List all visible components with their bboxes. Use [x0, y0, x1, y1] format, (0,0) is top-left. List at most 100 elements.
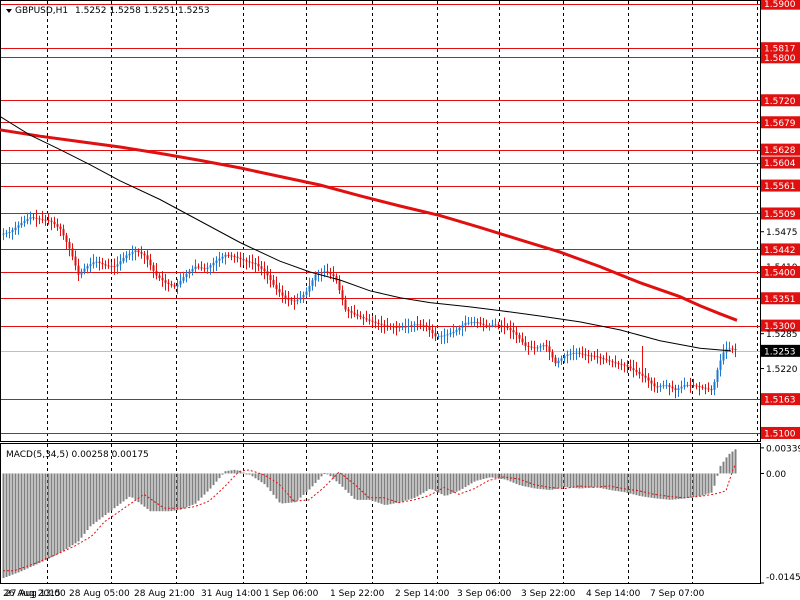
macd-bar — [263, 473, 266, 485]
candle-body — [173, 285, 176, 287]
macd-bar — [380, 473, 383, 504]
macd-bar — [323, 473, 326, 475]
candle-body — [644, 375, 647, 378]
candle-body — [281, 292, 284, 296]
macd-bar — [23, 473, 26, 570]
macd-bar — [623, 473, 626, 493]
macd-bar — [359, 473, 362, 500]
macd-bar — [251, 473, 254, 477]
macd-bar — [215, 473, 218, 482]
candle-body — [497, 324, 500, 326]
macd-axis: 0.00339 0.00 -0.0145 — [760, 444, 800, 584]
candle-body — [179, 280, 182, 285]
candle-body — [194, 266, 197, 270]
candle-body — [509, 328, 512, 331]
time-label: 2 Sep 14:00 — [395, 589, 450, 599]
macd-bar — [407, 473, 410, 500]
price-axis-label: 1.5400 — [764, 268, 796, 278]
candle-body — [611, 361, 614, 363]
candle-body — [299, 297, 302, 300]
candle-body — [461, 325, 464, 328]
time-label: 28 Aug 21:00 — [134, 589, 195, 599]
candle-body — [401, 326, 404, 328]
candle-body — [731, 348, 734, 350]
candle-body — [41, 219, 44, 221]
candle-body — [386, 325, 389, 327]
macd-signal-line — [3, 465, 736, 572]
macd-bar — [497, 473, 500, 479]
macd-bar — [119, 473, 122, 504]
candle-body — [32, 217, 35, 219]
price-axis-label: 1.5720 — [764, 97, 796, 107]
chevron-down-icon[interactable] — [6, 9, 12, 13]
macd-bar — [50, 473, 53, 558]
candle-body — [326, 271, 329, 273]
candle-body — [143, 253, 146, 256]
candle-body — [188, 271, 191, 274]
macd-bar — [74, 473, 77, 544]
macd-bar — [680, 473, 683, 499]
price-axis-label: 1.5561 — [764, 182, 796, 192]
macd-bar — [293, 473, 296, 503]
macd-bar — [233, 469, 236, 474]
macd-bar — [572, 473, 575, 488]
macd-bar — [230, 470, 233, 474]
macd-bar — [449, 473, 452, 495]
macd-bar — [653, 473, 656, 499]
candle-body — [293, 300, 296, 302]
candle-body — [485, 324, 488, 326]
candle-body — [719, 360, 722, 370]
candle-body — [140, 252, 143, 254]
current-price-label: 1.5253 — [764, 347, 796, 357]
candle-body — [449, 333, 452, 335]
level-badge — [761, 265, 800, 278]
macd-bar — [185, 473, 188, 508]
level-badge — [761, 319, 800, 332]
candle-body — [692, 385, 695, 387]
macd-bar — [677, 473, 680, 500]
time-label: 3 Sep 22:00 — [521, 589, 576, 599]
macd-bar — [377, 473, 380, 503]
macd-bar — [131, 473, 134, 498]
macd-bar — [665, 473, 668, 500]
price-axis-label: 1.5604 — [764, 159, 796, 169]
candle-body — [467, 322, 470, 324]
macd-bar — [311, 473, 314, 487]
macd-bar — [410, 473, 413, 499]
macd-bar — [188, 473, 191, 507]
candle-body — [578, 352, 581, 354]
time-label: 31 Aug 14:00 — [201, 589, 262, 599]
macd-bar — [290, 473, 293, 503]
candle-body — [158, 275, 161, 278]
macd-bar — [125, 473, 128, 500]
macd-bar — [347, 473, 350, 493]
macd-bar — [278, 473, 281, 503]
macd-bar — [32, 473, 35, 566]
candle-body — [305, 291, 308, 296]
candle-body — [59, 226, 62, 230]
candle-body — [638, 371, 641, 374]
macd-bar — [47, 473, 50, 559]
candle-body — [197, 266, 200, 268]
macd-bar — [554, 473, 557, 490]
macd-bar — [170, 473, 173, 512]
candle-body — [521, 338, 524, 343]
candle-body — [275, 284, 278, 290]
macd-bar — [671, 473, 674, 500]
macd-bar — [8, 473, 11, 576]
macd-bar — [413, 473, 416, 498]
candle-body — [524, 342, 527, 347]
macd-bar — [368, 473, 371, 500]
candle-body — [182, 277, 185, 281]
macd-bar — [722, 461, 725, 474]
macd-bar — [59, 473, 62, 553]
candle-body — [665, 385, 668, 387]
candle-body — [479, 322, 482, 324]
candle-body — [458, 327, 461, 331]
macd-bar — [419, 473, 422, 495]
candle-body — [617, 363, 620, 365]
macd-bar — [494, 473, 497, 478]
candle-body — [242, 259, 245, 261]
macd-bar — [596, 473, 599, 488]
candle-body — [359, 315, 362, 318]
